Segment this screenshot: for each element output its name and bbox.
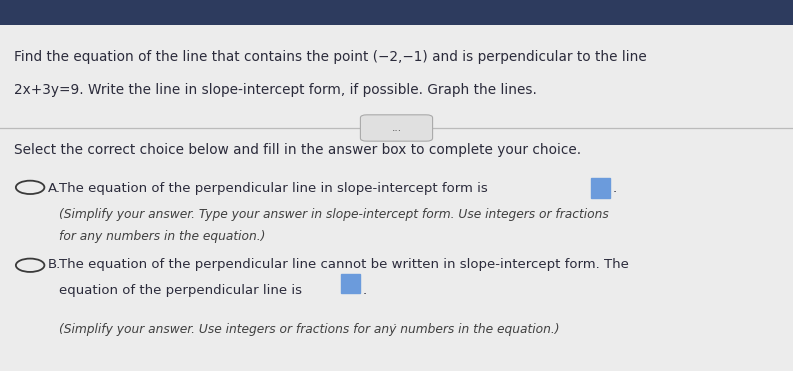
Circle shape — [16, 181, 44, 194]
Text: (Simplify your answer. Type your answer in slope-intercept form. Use integers or: (Simplify your answer. Type your answer … — [59, 208, 609, 221]
Text: .: . — [612, 182, 616, 195]
Text: The equation of the perpendicular line in slope-intercept form is: The equation of the perpendicular line i… — [59, 182, 488, 195]
FancyBboxPatch shape — [591, 178, 610, 198]
Text: Select the correct choice below and fill in the answer box to complete your choi: Select the correct choice below and fill… — [14, 143, 581, 157]
Text: B.: B. — [48, 258, 61, 271]
Text: ...: ... — [392, 123, 401, 133]
FancyBboxPatch shape — [341, 274, 360, 293]
Text: A.: A. — [48, 182, 60, 195]
Text: The equation of the perpendicular line cannot be written in slope-intercept form: The equation of the perpendicular line c… — [59, 258, 630, 271]
Text: Find the equation of the line that contains the point (−2,−1) and is perpendicul: Find the equation of the line that conta… — [14, 50, 647, 64]
FancyBboxPatch shape — [360, 115, 433, 141]
Circle shape — [16, 259, 44, 272]
FancyBboxPatch shape — [0, 0, 793, 25]
Text: .: . — [362, 284, 366, 297]
Text: 2x+3y=9. Write the line in slope-intercept form, if possible. Graph the lines.: 2x+3y=9. Write the line in slope-interce… — [14, 83, 537, 98]
Text: for any numbers in the equation.): for any numbers in the equation.) — [59, 230, 266, 243]
Text: equation of the perpendicular line is: equation of the perpendicular line is — [59, 284, 302, 297]
Text: (Simplify your answer. Use integers or fractions for anẏ numbers in the equatio: (Simplify your answer. Use integers or f… — [59, 323, 560, 336]
